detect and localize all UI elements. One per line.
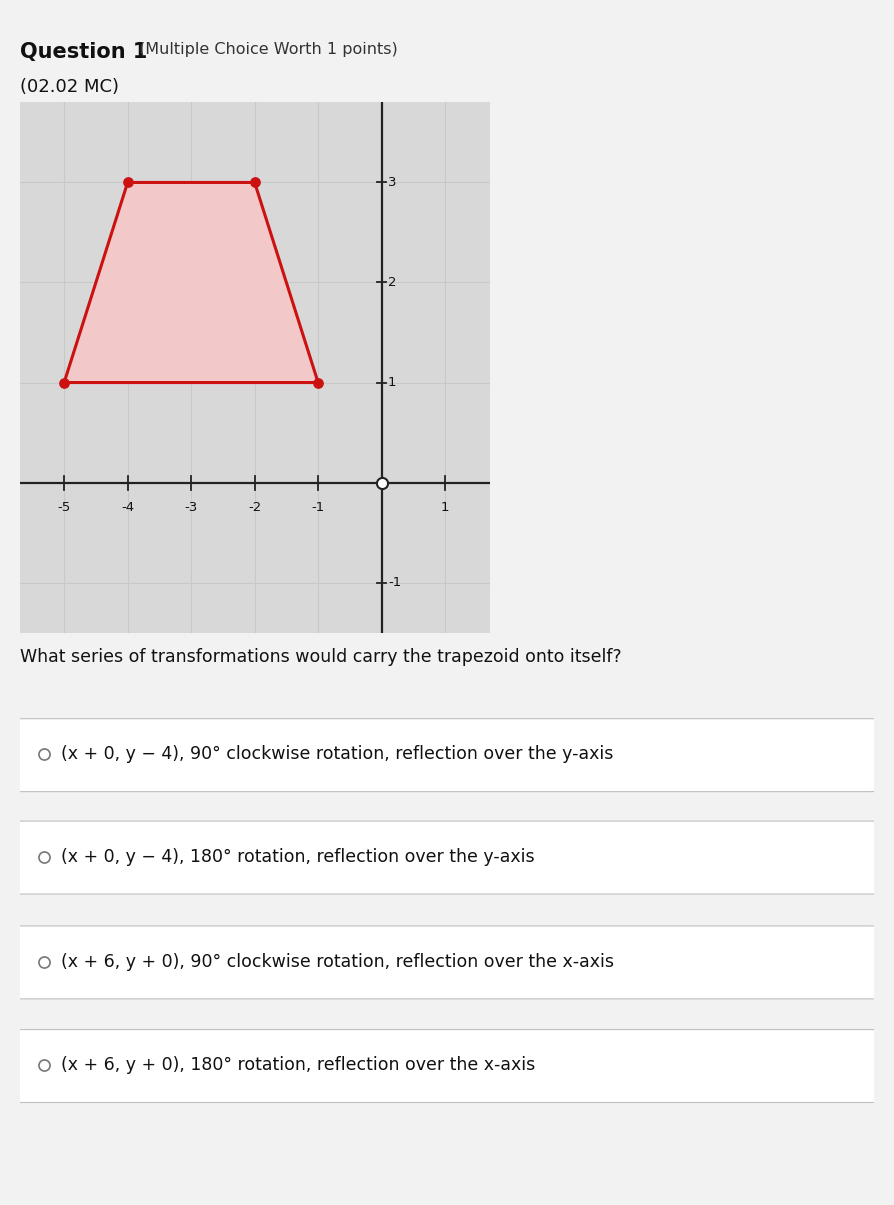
Text: (02.02 MC): (02.02 MC) bbox=[20, 78, 119, 96]
Text: -1: -1 bbox=[387, 576, 401, 589]
Polygon shape bbox=[64, 182, 317, 382]
Text: -5: -5 bbox=[57, 500, 71, 513]
Text: (x + 0, y − 4), 90° clockwise rotation, reflection over the y-axis: (x + 0, y − 4), 90° clockwise rotation, … bbox=[61, 746, 612, 763]
Point bbox=[310, 372, 325, 392]
Text: 2: 2 bbox=[387, 276, 396, 289]
FancyBboxPatch shape bbox=[10, 821, 883, 894]
Text: -4: -4 bbox=[121, 500, 134, 513]
Text: Question 1: Question 1 bbox=[20, 42, 147, 63]
Point bbox=[121, 172, 135, 192]
Text: What series of transformations would carry the trapezoid onto itself?: What series of transformations would car… bbox=[20, 648, 620, 666]
Text: 1: 1 bbox=[441, 500, 449, 513]
FancyBboxPatch shape bbox=[10, 925, 883, 999]
Text: -2: -2 bbox=[248, 500, 261, 513]
FancyBboxPatch shape bbox=[10, 718, 883, 792]
Text: -3: -3 bbox=[184, 500, 198, 513]
Text: (x + 0, y − 4), 180° rotation, reflection over the y-axis: (x + 0, y − 4), 180° rotation, reflectio… bbox=[61, 848, 534, 865]
Point bbox=[57, 372, 72, 392]
Point bbox=[247, 172, 261, 192]
Text: 3: 3 bbox=[387, 176, 396, 189]
Text: -1: -1 bbox=[311, 500, 325, 513]
FancyBboxPatch shape bbox=[10, 1029, 883, 1103]
Text: (x + 6, y + 0), 90° clockwise rotation, reflection over the x-axis: (x + 6, y + 0), 90° clockwise rotation, … bbox=[61, 953, 613, 970]
Text: 1: 1 bbox=[387, 376, 396, 389]
Text: (x + 6, y + 0), 180° rotation, reflection over the x-axis: (x + 6, y + 0), 180° rotation, reflectio… bbox=[61, 1057, 535, 1074]
Text: (Multiple Choice Worth 1 points): (Multiple Choice Worth 1 points) bbox=[139, 42, 397, 57]
